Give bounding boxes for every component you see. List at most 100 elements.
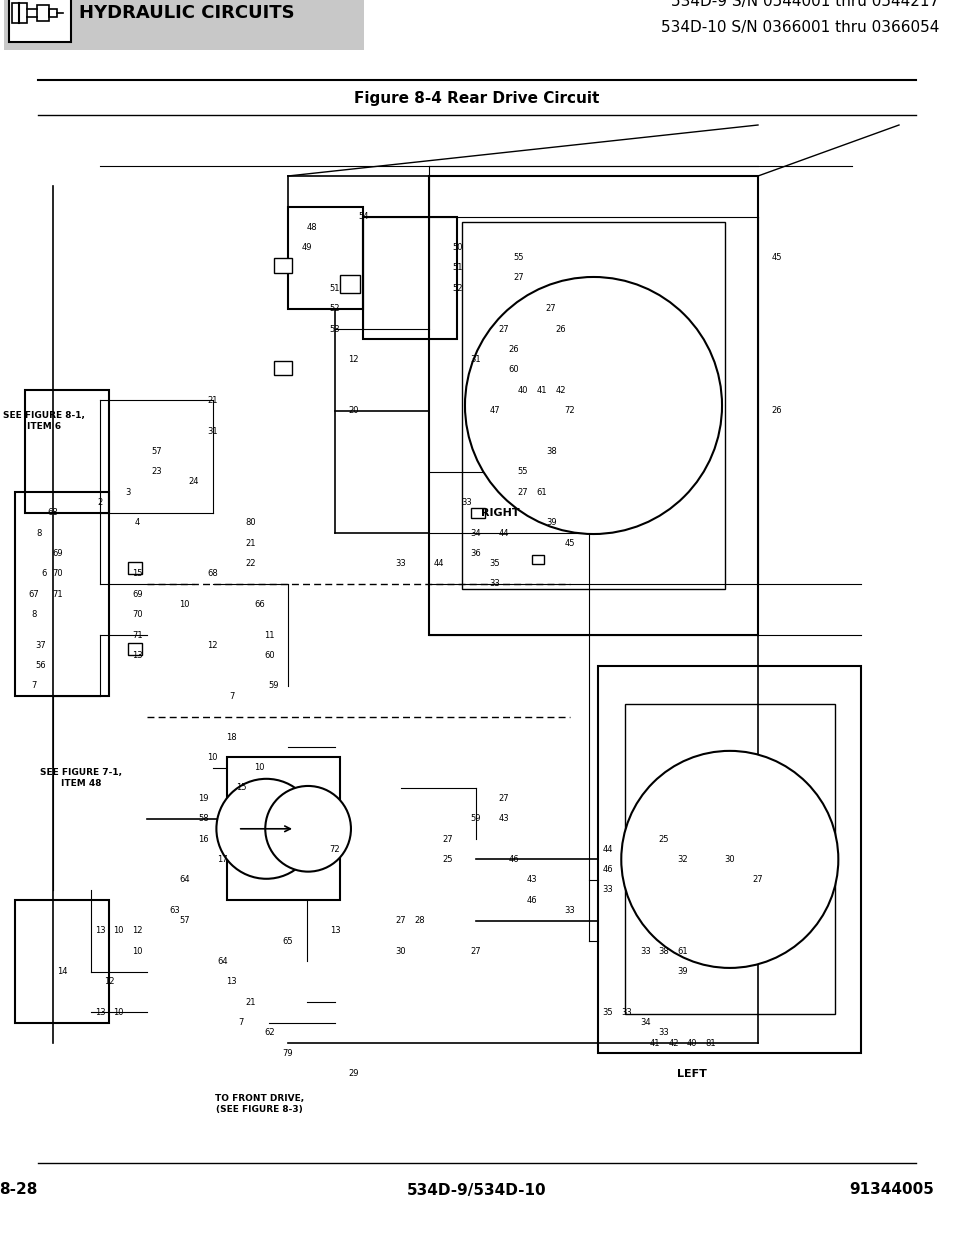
Text: 28: 28 [414, 916, 424, 925]
Text: Figure 8-4 Rear Drive Circuit: Figure 8-4 Rear Drive Circuit [354, 90, 599, 105]
Text: 10: 10 [254, 763, 265, 772]
Text: 80: 80 [245, 519, 255, 527]
Text: 37: 37 [35, 641, 46, 650]
Bar [37, 5, 49, 21]
Text: 27: 27 [517, 488, 528, 496]
Bar [598, 666, 861, 1053]
Text: 70: 70 [52, 569, 63, 578]
Text: 12: 12 [348, 356, 358, 364]
Bar [49, 9, 57, 17]
Text: 6: 6 [41, 569, 47, 578]
Text: 46: 46 [527, 895, 537, 905]
Text: 79: 79 [282, 1049, 293, 1057]
Bar [363, 217, 456, 340]
Text: 47: 47 [489, 406, 499, 415]
Text: 27: 27 [395, 916, 406, 925]
Text: 60: 60 [508, 366, 518, 374]
Text: 44: 44 [498, 529, 509, 537]
Text: 12: 12 [132, 926, 143, 935]
Bar [15, 493, 110, 697]
Text: 13: 13 [94, 926, 105, 935]
Text: 42: 42 [667, 1039, 678, 1047]
Text: 31: 31 [470, 356, 481, 364]
Text: 7: 7 [229, 692, 234, 700]
Text: 61: 61 [536, 488, 546, 496]
Text: 534D-9/534D-10: 534D-9/534D-10 [407, 1182, 546, 1198]
Text: 67: 67 [29, 589, 39, 599]
Text: 7: 7 [31, 682, 37, 690]
Text: 8: 8 [31, 610, 37, 619]
Circle shape [265, 785, 351, 872]
Bar [25, 390, 110, 513]
Bar [6, 125, 945, 1145]
Text: 8: 8 [36, 529, 42, 537]
Text: 29: 29 [348, 1070, 358, 1078]
Text: 38: 38 [545, 447, 556, 456]
Text: 10: 10 [208, 753, 218, 762]
Text: 27: 27 [442, 835, 453, 844]
Text: 71: 71 [132, 631, 143, 640]
Text: 69: 69 [132, 589, 143, 599]
Text: 21: 21 [245, 538, 255, 547]
Circle shape [216, 779, 316, 879]
Text: 15: 15 [235, 783, 246, 793]
Text: 23: 23 [151, 467, 162, 477]
Text: 52: 52 [330, 304, 340, 314]
Text: HYDRAULIC CIRCUITS: HYDRAULIC CIRCUITS [79, 4, 294, 21]
Text: 21: 21 [208, 396, 218, 405]
Text: 34: 34 [639, 1018, 650, 1028]
Text: 45: 45 [564, 538, 575, 547]
Text: 534D-9 S/N 0544001 thru 0544217: 534D-9 S/N 0544001 thru 0544217 [670, 0, 938, 9]
Bar [12, 2, 27, 23]
Text: 27: 27 [498, 325, 509, 333]
Bar [624, 704, 834, 1014]
Text: 69: 69 [52, 548, 63, 558]
Text: 35: 35 [601, 1008, 612, 1016]
Text: 51: 51 [330, 284, 340, 293]
Bar [128, 562, 142, 574]
Text: 25: 25 [659, 835, 669, 844]
Text: 54: 54 [357, 212, 368, 221]
Text: 10: 10 [179, 600, 190, 609]
Text: 13: 13 [132, 651, 143, 659]
Text: RIGHT: RIGHT [480, 508, 518, 517]
Bar [429, 177, 758, 635]
Text: 72: 72 [330, 845, 340, 853]
Text: 27: 27 [513, 273, 523, 283]
Text: 27: 27 [545, 304, 556, 314]
Text: 26: 26 [555, 325, 565, 333]
Text: SEE FIGURE 8-1,
ITEM 6: SEE FIGURE 8-1, ITEM 6 [3, 411, 85, 431]
Text: 13: 13 [330, 926, 340, 935]
Text: 64: 64 [179, 876, 190, 884]
Text: 55: 55 [513, 253, 523, 262]
Text: 46: 46 [601, 864, 612, 874]
Text: 43: 43 [498, 814, 509, 823]
Text: 59: 59 [269, 682, 279, 690]
Bar [461, 222, 724, 589]
Text: TO FRONT DRIVE,
(SEE FIGURE 8-3): TO FRONT DRIVE, (SEE FIGURE 8-3) [215, 1094, 304, 1114]
Text: 10: 10 [113, 926, 124, 935]
Text: 10: 10 [132, 947, 143, 956]
Text: 33: 33 [601, 885, 613, 894]
Text: 49: 49 [301, 243, 312, 252]
Text: 48: 48 [306, 222, 316, 231]
Bar [15, 900, 110, 1023]
Text: 70: 70 [132, 610, 143, 619]
Text: 27: 27 [498, 794, 509, 803]
Text: 25: 25 [442, 855, 453, 864]
Text: 34: 34 [470, 529, 481, 537]
Text: 62: 62 [264, 1029, 274, 1037]
Text: 10: 10 [113, 1008, 124, 1016]
Text: 60: 60 [264, 651, 274, 659]
Text: 38: 38 [658, 947, 669, 956]
Text: 39: 39 [545, 519, 556, 527]
Bar [339, 275, 359, 293]
Bar [288, 206, 363, 309]
Text: 15: 15 [132, 569, 143, 578]
Text: 33: 33 [489, 579, 499, 589]
Text: 2: 2 [97, 498, 103, 506]
Text: 36: 36 [470, 548, 481, 558]
Text: 50: 50 [452, 243, 462, 252]
Text: 33: 33 [395, 559, 406, 568]
Text: 44: 44 [601, 845, 612, 853]
